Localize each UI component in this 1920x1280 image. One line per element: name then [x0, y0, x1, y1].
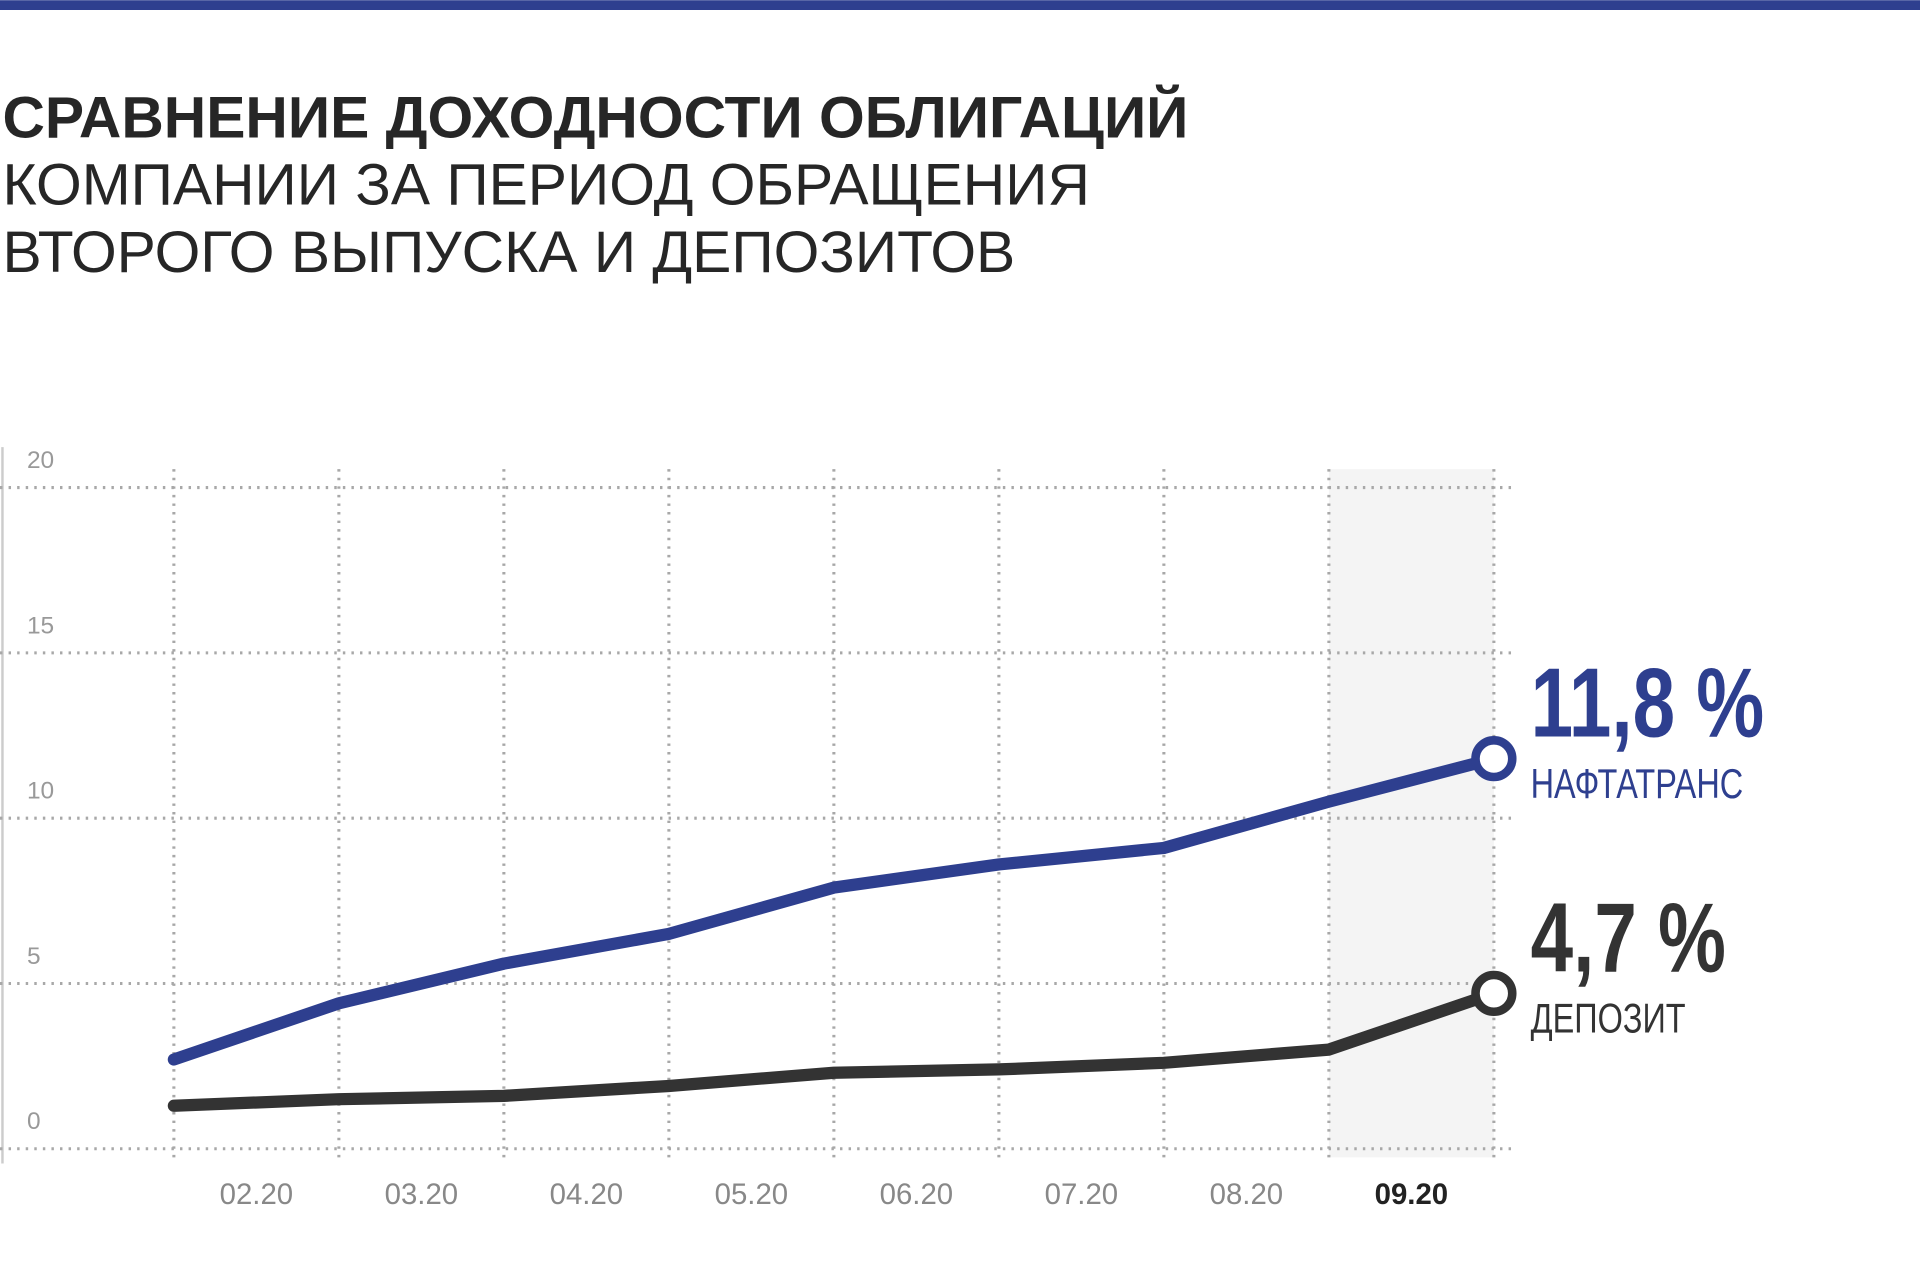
x-tick-label: 04.20	[550, 1178, 624, 1211]
x-tick-label: 06.20	[880, 1178, 954, 1211]
y-tick-label: 20	[27, 447, 54, 474]
data-label: 11,8 %	[1531, 647, 1765, 757]
x-tick-label: 07.20	[1045, 1178, 1119, 1211]
x-tick-label: 09.20	[1375, 1178, 1449, 1211]
x-tick-label: 02.20	[220, 1178, 294, 1211]
chart-subtitle: ВТОРОГО ВЫПУСКА И ДЕПОЗИТОВ	[2, 220, 1015, 285]
x-tick-label: 08.20	[1210, 1178, 1284, 1211]
y-tick-label: 10	[27, 778, 54, 805]
line	[167, 987, 1500, 1112]
end-marker	[1471, 970, 1517, 1017]
chart-title: СРАВНЕНИЕ ДОХОДНОСТИ ОБЛИГАЦИЙ	[2, 83, 1188, 150]
y-tick-label: 5	[27, 943, 41, 970]
data-label: 4,7 %	[1531, 882, 1726, 992]
highlight-column	[1328, 469, 1494, 1158]
chart-subtitle: КОМПАНИИ ЗА ПЕРИОД ОБРАЩЕНИЯ	[2, 153, 1089, 218]
top-bar	[0, 0, 1920, 11]
series-name: НАФТАТРАНС	[1531, 760, 1744, 807]
x-tick-label: 05.20	[715, 1178, 789, 1211]
series-name: ДЕПОЗИТ	[1531, 995, 1686, 1042]
x-tick-label: 03.20	[385, 1178, 459, 1211]
y-tick-label: 15	[27, 612, 54, 639]
end-marker	[1471, 736, 1517, 782]
line	[167, 752, 1500, 1066]
y-tick-label: 0	[27, 1108, 41, 1135]
